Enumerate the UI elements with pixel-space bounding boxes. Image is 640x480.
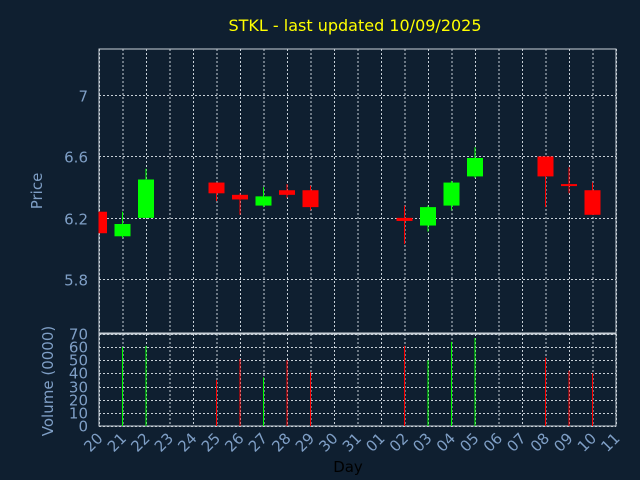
price-tick-label: 5.8 [64, 272, 88, 290]
candle-body-29 [302, 190, 319, 208]
volume-axis-label: Volume (0000) [39, 326, 57, 436]
x-ticks: 2021222324252627282930310102030405060708… [80, 429, 623, 455]
candle-body-02 [396, 217, 413, 221]
price-panel-frame [98, 48, 617, 334]
candle-body-28 [279, 190, 295, 195]
candle-body-03 [420, 207, 436, 226]
volume-tick-label: 70 [69, 326, 88, 344]
volume-panel-frame [98, 333, 617, 427]
price-tick-label: 7 [78, 88, 88, 106]
volume-bars [122, 337, 593, 426]
candle-body-05 [467, 157, 483, 177]
candle-body-10 [584, 190, 601, 215]
volume-tick-label: 0 [78, 418, 88, 436]
price-y-ticks: 5.8 6.2 6.6 7 [64, 88, 88, 290]
candle-body-22 [138, 179, 154, 218]
price-tick-label: 6.2 [64, 211, 88, 229]
candle-body-09 [561, 184, 577, 187]
candle-body-04 [443, 182, 460, 206]
volume-tick-label: 30 [69, 379, 88, 397]
price-tick-label: 6.6 [64, 149, 88, 167]
volume-tick-label: 20 [69, 392, 88, 410]
candle-body-08 [537, 156, 554, 177]
price-axis-label: Price [28, 173, 46, 210]
x-axis-label: Day [333, 458, 363, 476]
volume-tick-label: 10 [69, 405, 88, 423]
volume-tick-label: 50 [69, 352, 88, 370]
volume-tick-label: 40 [69, 365, 88, 383]
chart-title: STKL - last updated 10/09/2025 [228, 16, 481, 35]
candle-body-26 [232, 194, 248, 200]
candlesticks [98, 147, 601, 244]
candle-body-27 [255, 196, 272, 206]
candle-body-20 [99, 211, 107, 234]
candle-body-25 [208, 182, 225, 194]
candle-body-21 [114, 224, 131, 237]
volume-tick-label: 60 [69, 339, 88, 357]
